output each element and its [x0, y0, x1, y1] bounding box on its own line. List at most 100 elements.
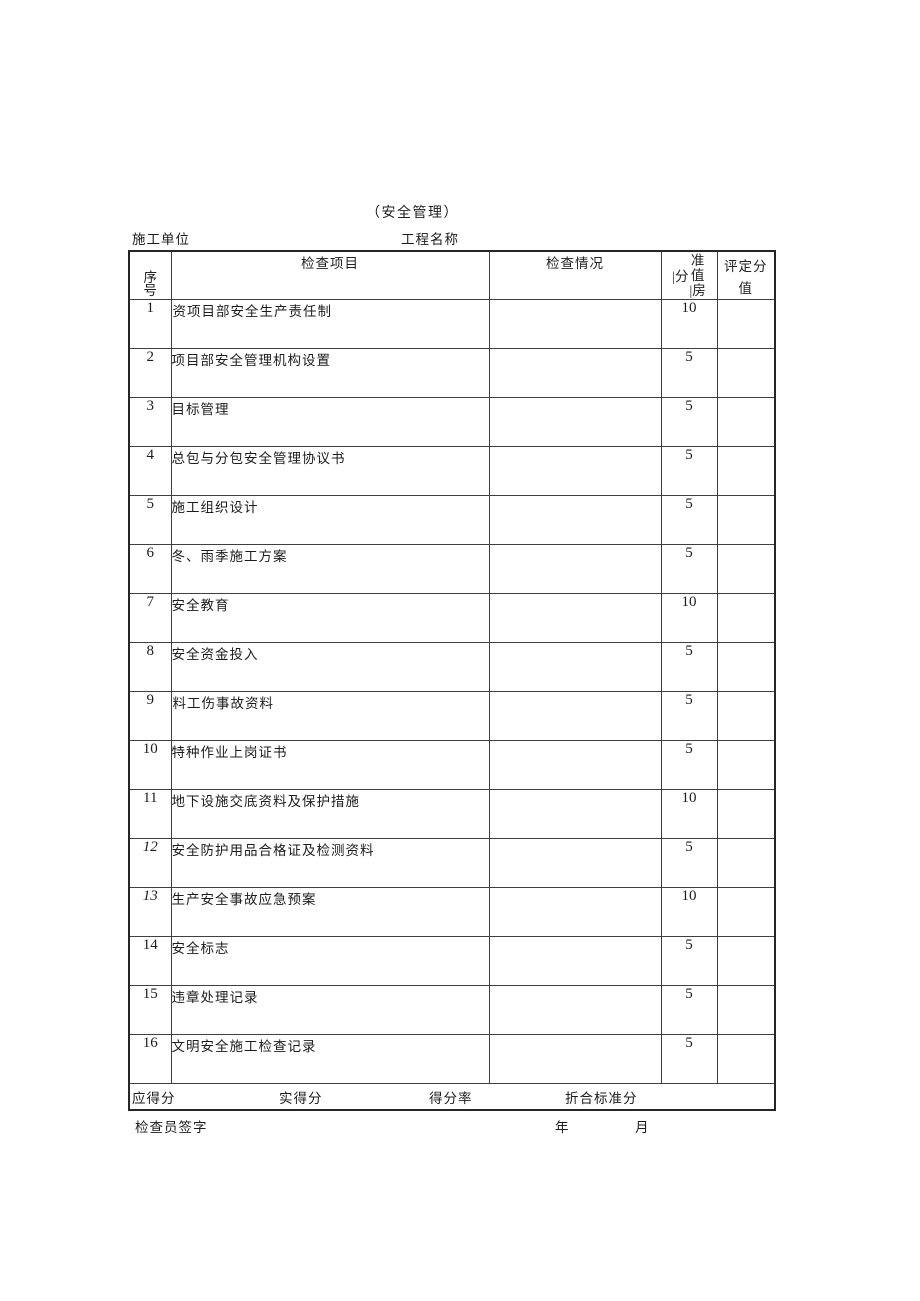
inspection-item: 资项目部安全生产责任制 — [170, 298, 490, 349]
project-name-label: 工程名称 — [401, 232, 459, 247]
row-number: 12 — [128, 837, 172, 888]
assessed-score — [716, 347, 776, 398]
row-number: 3 — [128, 396, 172, 447]
standard-score: 10 — [660, 788, 718, 839]
table-body: 1 资项目部安全生产责任制 10 2 项目部安全管理机构设置 5 3 目标管理 … — [128, 298, 776, 1084]
standard-score: 5 — [660, 396, 718, 447]
inspection-item: 目标管理 — [170, 396, 490, 447]
table-row: 4 总包与分包安全管理协议书 5 — [128, 445, 776, 496]
inspection-situation — [488, 837, 662, 888]
rating-header-wrap: 评定分 值 — [718, 252, 775, 298]
inspection-situation — [488, 494, 662, 545]
row-number: 5 — [128, 494, 172, 545]
inspection-item: 冬、雨季施工方案 — [170, 543, 490, 594]
inspection-item: 施工组织设计 — [170, 494, 490, 545]
inspection-situation — [488, 298, 662, 349]
score-header-wrap: |分 准 值 |房 — [662, 252, 717, 298]
table-header-row: 序 号 检查项目 检查情况 |分 准 值 |房 评定分 值 — [128, 250, 776, 300]
score-rate-label: 得分率 — [429, 1090, 473, 1106]
standard-score: 10 — [660, 592, 718, 643]
table-row: 12 安全防护用品合格证及检测资料 5 — [128, 837, 776, 888]
year-label: 年 — [555, 1120, 570, 1135]
index-header-label: 序 号 — [143, 270, 158, 298]
standard-score: 5 — [660, 935, 718, 986]
standard-score: 5 — [660, 837, 718, 888]
standard-score: 5 — [660, 690, 718, 741]
table-row: 1 资项目部安全生产责任制 10 — [128, 298, 776, 349]
row-number: 7 — [128, 592, 172, 643]
row-number: 11 — [128, 788, 172, 839]
inspection-item: 料工伤事故资料 — [170, 690, 490, 741]
row-number: 8 — [128, 641, 172, 692]
row-number: 1 — [128, 298, 172, 349]
assessed-score — [716, 984, 776, 1035]
table-row: 10 特种作业上岗证书 5 — [128, 739, 776, 790]
inspection-situation — [488, 641, 662, 692]
inspection-item: 总包与分包安全管理协议书 — [170, 445, 490, 496]
inspection-item: 特种作业上岗证书 — [170, 739, 490, 790]
earned-score-label: 应得分 — [132, 1090, 176, 1106]
summary-row: 应得分 实得分 得分率 折合标准分 — [128, 1082, 776, 1111]
standard-score: 5 — [660, 739, 718, 790]
score-header-left: |分 — [672, 269, 689, 284]
inspection-situation — [488, 886, 662, 937]
assessed-score — [716, 886, 776, 937]
assessed-score — [716, 298, 776, 349]
row-number: 14 — [128, 935, 172, 986]
row-number: 15 — [128, 984, 172, 1035]
table-row: 16 文明安全施工检查记录 5 — [128, 1033, 776, 1084]
assessed-score — [716, 788, 776, 839]
month-label: 月 — [635, 1120, 650, 1135]
table-row: 13 生产安全事故应急预案 10 — [128, 886, 776, 937]
page-title: （安全管理） — [366, 206, 459, 221]
inspection-item: 安全防护用品合格证及检测资料 — [170, 837, 490, 888]
inspection-situation — [488, 690, 662, 741]
table-row: 14 安全标志 5 — [128, 935, 776, 986]
row-number: 4 — [128, 445, 172, 496]
row-number: 9 — [128, 690, 172, 741]
rating-header-line1: 评定分 — [724, 259, 768, 274]
assessed-score — [716, 690, 776, 741]
table-row: 6 冬、雨季施工方案 5 — [128, 543, 776, 594]
column-header-item: 检查项目 — [170, 250, 490, 300]
inspection-situation — [488, 1033, 662, 1084]
table-row: 8 安全资金投入 5 — [128, 641, 776, 692]
inspection-situation — [488, 347, 662, 398]
standard-score: 5 — [660, 1033, 718, 1084]
assessed-score — [716, 445, 776, 496]
assessed-score — [716, 543, 776, 594]
assessed-score — [716, 837, 776, 888]
standard-score: 10 — [660, 886, 718, 937]
column-header-assessed-score: 评定分 值 — [716, 250, 776, 300]
column-header-index: 序 号 — [128, 250, 172, 300]
standard-score: 5 — [660, 445, 718, 496]
actual-score-label: 实得分 — [279, 1090, 323, 1106]
assessed-score — [716, 494, 776, 545]
assessed-score — [716, 1033, 776, 1084]
assessed-score — [716, 592, 776, 643]
inspection-item: 安全资金投入 — [170, 641, 490, 692]
table-row: 5 施工组织设计 5 — [128, 494, 776, 545]
table-row: 2 项目部安全管理机构设置 5 — [128, 347, 776, 398]
table-row: 11 地下设施交底资料及保护措施 10 — [128, 788, 776, 839]
column-header-standard-score: |分 准 值 |房 — [660, 250, 718, 300]
rating-header-line2: 值 — [738, 281, 753, 296]
inspection-item: 安全标志 — [170, 935, 490, 986]
standard-score: 10 — [660, 298, 718, 349]
inspection-situation — [488, 445, 662, 496]
row-number: 10 — [128, 739, 172, 790]
assessed-score — [716, 935, 776, 986]
inspection-item: 违章处理记录 — [170, 984, 490, 1035]
inspection-situation — [488, 935, 662, 986]
row-number: 13 — [128, 886, 172, 937]
standard-score: 5 — [660, 347, 718, 398]
inspection-situation — [488, 984, 662, 1035]
inspection-situation — [488, 396, 662, 447]
inspection-item: 项目部安全管理机构设置 — [170, 347, 490, 398]
summary-cell: 应得分 实得分 得分率 折合标准分 — [128, 1082, 776, 1111]
inspection-situation — [488, 788, 662, 839]
standard-score: 5 — [660, 641, 718, 692]
row-number: 2 — [128, 347, 172, 398]
converted-standard-score-label: 折合标准分 — [565, 1090, 638, 1106]
